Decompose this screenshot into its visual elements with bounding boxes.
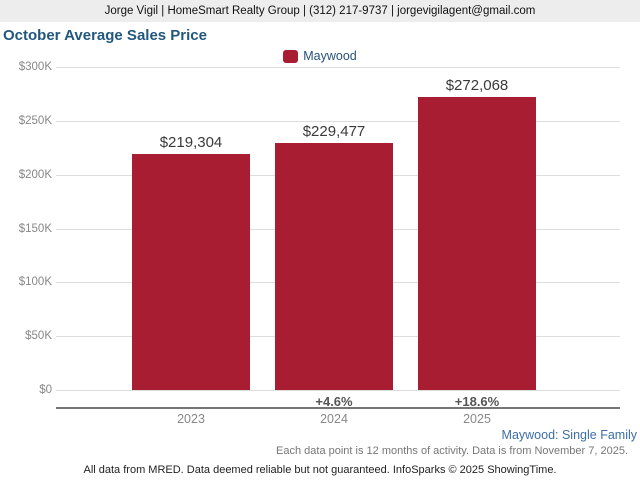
x-axis-label-2025: 2025 — [463, 412, 491, 426]
pct-change-2024: +4.6% — [315, 394, 353, 409]
legend-item-maywood[interactable]: Maywood — [283, 49, 357, 63]
x-axis-line — [56, 407, 620, 409]
bar-value-2023: $219,304 — [159, 133, 223, 151]
gridline-$300K — [56, 67, 620, 68]
y-axis-tick-$150K: $150K — [18, 222, 52, 235]
x-axis-label-2023: 2023 — [177, 412, 205, 426]
y-axis-tick-$100K: $100K — [18, 276, 52, 289]
disclaimer: All data from MRED. Data deemed reliable… — [83, 464, 557, 476]
pct-change-2025: +18.6% — [454, 394, 500, 409]
gridline-$250K — [56, 120, 620, 122]
x-axis-label-2024: 2024 — [320, 412, 348, 426]
bar-value-2025: $272,068 — [445, 77, 509, 95]
y-axis-tick-$50K: $50K — [25, 330, 52, 343]
bar-value-2024: $229,477 — [302, 122, 366, 140]
bar-2024[interactable] — [275, 142, 393, 390]
y-axis-tick-$300K: $300K — [18, 61, 52, 73]
bar-2025[interactable] — [418, 97, 536, 390]
legend-color-swatch — [283, 49, 299, 63]
legend-label: Maywood — [303, 49, 357, 63]
y-axis-tick-$0: $0 — [39, 384, 52, 396]
series-scope: Maywood: Single Family — [501, 428, 637, 442]
chart-title: October Average Sales Price — [3, 27, 207, 44]
gridline-$0 — [56, 390, 620, 391]
data-note: Each data point is 12 months of activity… — [276, 445, 628, 457]
y-axis-tick-$200K: $200K — [18, 168, 52, 181]
contact-header: Jorge Vigil | HomeSmart Realty Group | (… — [0, 0, 640, 22]
legend: Maywood — [0, 47, 640, 65]
bar-chart: $0 $50K $100K $150K $200K $250K $300K $219,304 2… — [0, 61, 640, 427]
y-axis-tick-$250K: $250K — [18, 114, 52, 127]
contact-header-text: Jorge Vigil | HomeSmart Realty Group | (… — [104, 5, 536, 17]
bar-2023[interactable] — [132, 153, 250, 390]
